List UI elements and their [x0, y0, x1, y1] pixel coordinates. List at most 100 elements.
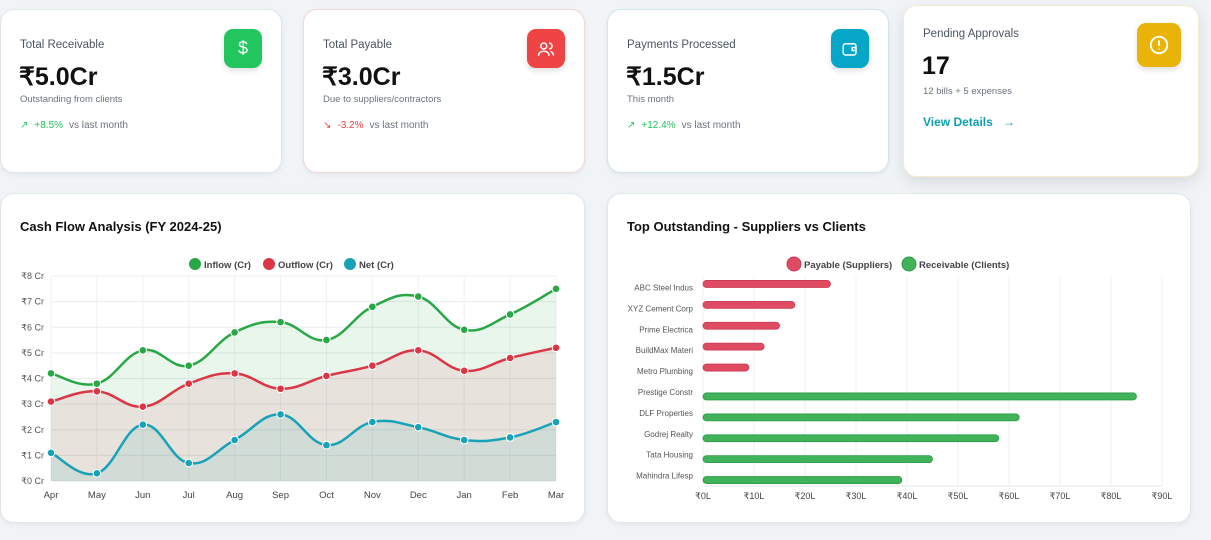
- legend-swatch: [901, 256, 917, 272]
- y-tick-label: ₹2 Cr: [21, 425, 44, 435]
- legend-label: Receivable (Clients): [919, 260, 1009, 271]
- trend-down-icon: ↘: [323, 120, 332, 131]
- y-tick-label: ₹6 Cr: [21, 322, 44, 332]
- x-tick-label: ₹20L: [795, 491, 816, 501]
- data-point: [230, 435, 239, 445]
- data-point: [459, 366, 469, 376]
- data-point: [92, 469, 102, 478]
- data-point: [276, 384, 285, 394]
- bar-receivable: [702, 413, 1020, 422]
- data-point: [184, 361, 194, 370]
- x-tick-label: Jun: [135, 490, 150, 501]
- bar-payable: [702, 321, 780, 330]
- y-tick-label: ₹4 Cr: [21, 374, 44, 384]
- y-tick-label: Metro Plumbing: [637, 367, 693, 376]
- trend-up-icon: ↗: [627, 120, 636, 131]
- data-point: [322, 371, 331, 381]
- bar-payable: [702, 342, 765, 351]
- kpi-change: +8.5%: [34, 120, 64, 131]
- legend-swatch: [189, 258, 201, 270]
- x-tick-label: Jan: [457, 490, 472, 501]
- arrow-right-icon: →: [1002, 115, 1015, 129]
- data-point: [46, 369, 56, 378]
- kpi-label: Total Payable: [323, 39, 393, 51]
- data-point: [551, 343, 561, 353]
- x-tick-label: May: [88, 490, 106, 501]
- chart-title: Top Outstanding - Suppliers vs Clients: [627, 219, 866, 234]
- bar-receivable: [702, 392, 1137, 401]
- x-tick-label: Dec: [410, 490, 427, 501]
- y-tick-label: BuildMax Materi: [636, 346, 694, 355]
- y-tick-label: Tata Housing: [646, 451, 693, 460]
- y-tick-label: XYZ Cement Corp: [628, 304, 694, 313]
- data-point: [368, 361, 377, 370]
- kpi-change: +12.4%: [641, 120, 676, 131]
- y-tick-label: ₹8 Cr: [21, 271, 44, 281]
- users-icon: [527, 29, 565, 68]
- x-tick-label: Aug: [226, 490, 243, 501]
- wallet-icon: [831, 29, 869, 68]
- x-tick-label: Sep: [272, 490, 289, 501]
- legend-swatch: [786, 256, 802, 272]
- kpi-change-note: vs last month: [69, 120, 128, 131]
- data-point: [551, 417, 561, 427]
- series-line-1: [50, 346, 557, 408]
- data-point: [46, 397, 56, 406]
- x-tick-label: ₹60L: [999, 491, 1020, 501]
- kpi-trend: ↗ +12.4% vs last month: [627, 120, 741, 131]
- bar-receivable: [702, 434, 1000, 443]
- data-point: [505, 433, 515, 442]
- data-point: [413, 346, 423, 355]
- data-point: [459, 435, 469, 445]
- kpi-label: Payments Processed: [627, 39, 736, 51]
- bar-payable: [702, 363, 750, 372]
- kpi-card-total-payable[interactable]: Total Payable ₹3.0Cr Due to suppliers/co…: [303, 9, 585, 173]
- x-tick-label: ₹80L: [1101, 491, 1122, 501]
- y-tick-label: Prestige Constr: [638, 388, 693, 397]
- data-point: [138, 346, 148, 355]
- x-tick-label: Mar: [548, 490, 564, 501]
- bar-payable: [702, 300, 796, 309]
- legend-swatch: [263, 258, 275, 270]
- data-point: [505, 310, 515, 319]
- kpi-label: Total Receivable: [20, 39, 105, 51]
- kpi-card-total-receivable[interactable]: Total Receivable ₹5.0Cr Outstanding from…: [0, 9, 282, 173]
- series-area: [51, 347, 556, 481]
- data-point: [322, 335, 331, 345]
- kpi-card-pending-approvals[interactable]: Pending Approvals 17 12 bills + 5 expens…: [903, 5, 1199, 177]
- kpi-value: ₹5.0Cr: [19, 63, 98, 91]
- data-point: [92, 387, 102, 396]
- kpi-trend: ↗ +8.5% vs last month: [20, 120, 128, 131]
- x-tick-label: ₹70L: [1050, 491, 1071, 501]
- top-outstanding-panel: Top Outstanding - Suppliers vs Clients: [607, 193, 1191, 523]
- y-tick-label: Mahindra Lifesp: [636, 472, 693, 481]
- legend-label: Net (Cr): [359, 260, 394, 271]
- bar-receivable: [702, 476, 903, 484]
- dollar-icon: $: [224, 29, 262, 68]
- kpi-subtitle: Due to suppliers/contractors: [323, 94, 442, 105]
- data-point: [368, 417, 377, 427]
- kpi-card-payments-processed[interactable]: Payments Processed ₹1.5Cr This month ↗ +1…: [607, 9, 889, 173]
- kpi-subtitle: Outstanding from clients: [20, 94, 123, 105]
- y-tick-label: Godrej Realty: [644, 430, 693, 439]
- x-tick-label: Oct: [319, 490, 334, 501]
- data-point: [505, 353, 515, 363]
- x-tick-label: ₹40L: [897, 491, 918, 501]
- data-point: [230, 328, 239, 337]
- view-details-label: View Details: [923, 115, 993, 129]
- kpi-value: 17: [922, 52, 950, 80]
- data-point: [413, 422, 423, 432]
- kpi-label: Pending Approvals: [923, 28, 1019, 40]
- data-point: [230, 369, 239, 378]
- y-tick-label: ABC Steel Indus: [634, 283, 693, 292]
- x-tick-label: Nov: [364, 490, 381, 501]
- alert-circle-icon: [1137, 23, 1181, 67]
- view-details-link[interactable]: View Details →: [923, 115, 1015, 129]
- y-tick-label: ₹5 Cr: [21, 348, 44, 358]
- data-point: [138, 420, 148, 429]
- y-tick-label: ₹0 Cr: [21, 476, 44, 486]
- x-tick-label: ₹50L: [948, 491, 969, 501]
- kpi-subtitle: This month: [627, 94, 674, 105]
- data-point: [92, 379, 102, 388]
